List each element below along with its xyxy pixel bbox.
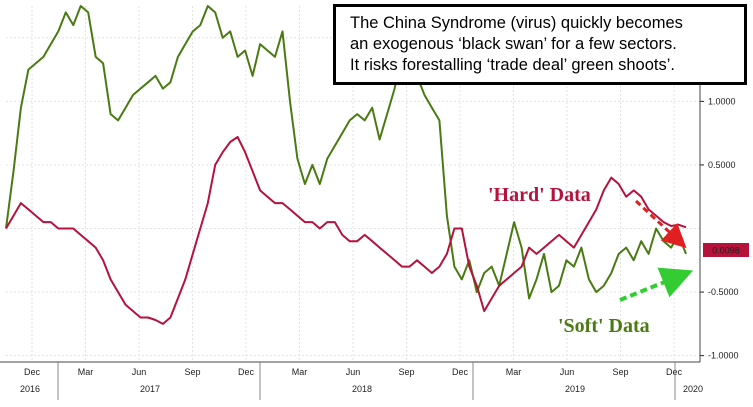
x-tick-label: Dec <box>24 367 41 377</box>
x-axis: Dec Mar Jun Sep Dec Mar Jun Sep Dec Mar Jun Sep Dec2… <box>0 361 703 400</box>
hard-data-arrow <box>634 199 687 249</box>
x-tick-label: Sep <box>398 367 414 377</box>
hard-data-line <box>5 136 687 325</box>
annotation-line-2: an exogenous ‘black swan’ for a few sect… <box>350 35 677 53</box>
last-value-text: 0.0098 <box>712 246 740 256</box>
year-label: 2018 <box>352 384 372 394</box>
annotation-line-3: It risks forestalling ‘trade deal’ green… <box>350 56 675 74</box>
annotation-line-1: The China Syndrome (virus) quickly becom… <box>350 14 683 32</box>
y-tick-label: 1.0000 <box>708 96 736 106</box>
x-tick-label: Jun <box>132 367 147 377</box>
y-tick-label: -0.5000 <box>708 287 739 297</box>
soft-data-arrow <box>619 267 694 302</box>
x-tick-label: Jun <box>560 367 575 377</box>
year-label: 2017 <box>140 384 160 394</box>
x-tick-label: Dec <box>238 367 255 377</box>
hard-data-label: 'Hard' Data <box>488 184 591 206</box>
x-tick-label: Mar <box>292 367 308 377</box>
series-layer <box>5 5 687 325</box>
soft-data-label: 'Soft' Data <box>558 315 650 337</box>
x-tick-label: Mar <box>506 367 522 377</box>
y-tick-label: -1.0000 <box>708 351 739 361</box>
x-tick-label: Dec <box>452 367 469 377</box>
grid <box>6 6 700 362</box>
x-tick-label: Jun <box>346 367 361 377</box>
x-tick-label: Mar <box>78 367 94 377</box>
year-label: 2020 <box>683 384 703 394</box>
x-tick-label: Sep <box>184 367 200 377</box>
annotation-box: The China Syndrome (virus) quickly becom… <box>333 4 747 85</box>
year-label: 2019 <box>565 384 585 394</box>
x-tick-label: Sep <box>612 367 628 377</box>
last-value-badge <box>703 243 749 257</box>
x-tick-label: Dec <box>666 367 683 377</box>
year-label: 2016 <box>20 384 40 394</box>
y-tick-label: 0.5000 <box>708 160 736 170</box>
soft-data-line <box>5 5 687 300</box>
